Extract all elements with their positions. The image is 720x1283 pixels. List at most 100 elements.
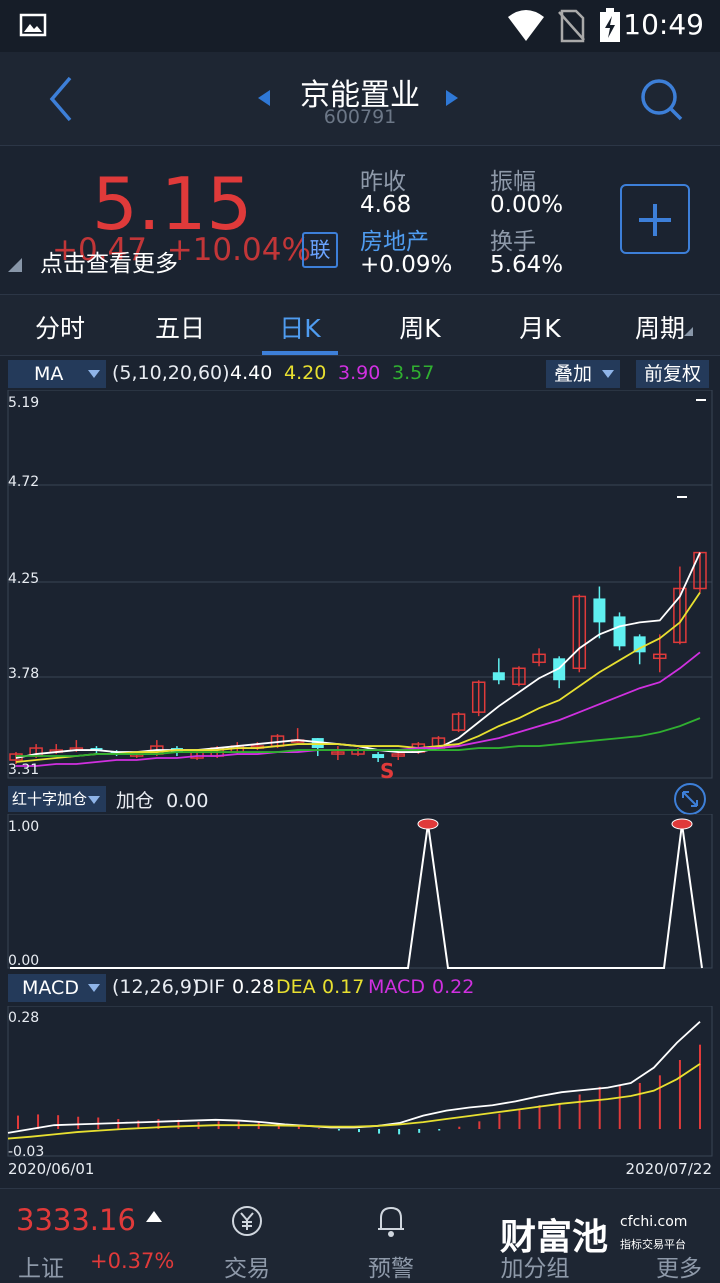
- sector-link[interactable]: 房地产: [360, 229, 429, 255]
- ma20-value: 3.90: [338, 362, 381, 384]
- candle-body: [391, 753, 405, 757]
- start-date: 2020/06/01: [8, 1160, 95, 1178]
- related-button[interactable]: 联: [302, 232, 338, 268]
- macd-y-bottom: -0.03: [8, 1144, 44, 1158]
- expand-icon[interactable]: [674, 783, 706, 815]
- bell-icon: [378, 1206, 404, 1237]
- kline-chart[interactable]: 5.19 4.72 4.25 3.78 3.31 S: [0, 390, 720, 780]
- tab-intraday[interactable]: 分时: [34, 314, 85, 343]
- sub-indicator-select[interactable]: 红十字加仓: [8, 786, 106, 812]
- add-position-marker: [671, 818, 693, 830]
- ma-select-label: MA: [34, 363, 64, 385]
- y-tick-3: 4.25: [8, 571, 39, 587]
- macd-value: 0.22: [432, 976, 475, 998]
- index-name: 上证: [18, 1256, 64, 1282]
- last-price: 5.15: [92, 162, 253, 246]
- candle-body: [673, 587, 687, 644]
- watermark-logo: 财富池: [500, 1217, 609, 1258]
- y-tick-4: 3.78: [8, 666, 39, 682]
- macd-y-top: 0.28: [8, 1010, 39, 1026]
- prev-close-value: 4.68: [360, 192, 412, 218]
- candle-body: [110, 752, 123, 755]
- watermark-site: cfchi.com: [620, 1214, 688, 1230]
- candle-body: [633, 636, 646, 653]
- macd-chart[interactable]: 0.28 -0.03: [0, 1006, 720, 1158]
- status-bar: 10:49: [0, 0, 720, 52]
- index-pct: +0.37%: [90, 1249, 175, 1273]
- nav-more-label: 更多: [656, 1256, 702, 1282]
- tab-weekly-k[interactable]: 周K: [399, 314, 441, 343]
- no-sim-icon: [558, 9, 585, 43]
- active-tab-indicator: [262, 351, 338, 355]
- sub-select-label: 红十字加仓: [12, 790, 88, 808]
- macd-label: MACD: [368, 976, 425, 998]
- candle-body: [471, 681, 486, 713]
- see-more-tip[interactable]: 点击查看更多: [40, 251, 178, 277]
- nav-trade-label: 交易: [224, 1256, 270, 1282]
- sell-signal: S: [380, 759, 394, 780]
- dif-value: 0.28: [232, 976, 275, 998]
- y-tick-bottom: 3.31: [8, 762, 39, 778]
- tab-five-day[interactable]: 五日: [154, 314, 205, 343]
- ma10-line: [15, 591, 701, 763]
- period-tabs: 分时 五日 日K 周K 月K 周期: [0, 294, 720, 356]
- stock-name: 京能置业: [300, 78, 420, 113]
- chevron-down-icon: [88, 796, 100, 804]
- ma-params: (5,10,20,60): [112, 362, 230, 384]
- wifi-icon: [508, 10, 544, 41]
- up-arrow-icon: [146, 1211, 162, 1222]
- overlay-select[interactable]: 叠加: [546, 360, 621, 388]
- candle-body: [693, 551, 707, 590]
- sector-change: +0.09%: [360, 252, 453, 278]
- sub-label: 加仓: [116, 790, 155, 812]
- tab-monthly-k[interactable]: 月K: [519, 314, 561, 343]
- candle-body: [331, 751, 345, 755]
- battery-charging-icon: [600, 8, 620, 42]
- candle-body: [512, 667, 526, 685]
- candle-body: [372, 754, 385, 759]
- add-position-line: [10, 823, 703, 969]
- bottom-bar: 3333.16 上证 +0.37% 交易 预警 加分组 更多: [0, 1188, 720, 1282]
- amplitude-value: 0.00%: [490, 192, 564, 218]
- prev-stock-icon[interactable]: [258, 90, 270, 106]
- search-icon[interactable]: [638, 76, 684, 122]
- add-position-marker: [417, 818, 439, 830]
- y-tick-top: 5.19: [8, 395, 39, 411]
- turnover-value: 5.64%: [490, 252, 564, 278]
- image-icon: [19, 13, 47, 37]
- tab-period[interactable]: 周期: [634, 314, 685, 343]
- clock: 10:49: [623, 8, 704, 41]
- dea-label: DEA: [276, 976, 316, 998]
- macd-params: (12,26,9): [112, 976, 200, 998]
- chevron-down-icon: [88, 370, 100, 378]
- y-tick-2: 4.72: [8, 474, 39, 490]
- change-pct: +10.04%: [166, 232, 311, 268]
- ma5-line: [15, 552, 701, 759]
- candle-body: [451, 713, 466, 731]
- quote-panel[interactable]: 5.15 +0.47 +10.04% 点击查看更多 联 昨收 4.68 房地产 …: [0, 146, 720, 294]
- stock-header: 京能置业 600791: [0, 52, 720, 146]
- yuan-exchange-icon: [232, 1206, 262, 1236]
- turnover-label: 换手: [490, 229, 536, 255]
- candle-body: [653, 653, 667, 660]
- sub-y-bottom: 0.00: [8, 953, 39, 969]
- adjust-button[interactable]: 前复权: [636, 360, 710, 388]
- add-watchlist-button[interactable]: [620, 184, 690, 254]
- dif-line: [7, 1021, 701, 1134]
- nav-alert-label: 预警: [368, 1256, 414, 1282]
- next-stock-icon[interactable]: [446, 90, 458, 106]
- macd-indicator-select[interactable]: MACD: [8, 974, 106, 1002]
- back-arrow-icon[interactable]: [44, 74, 78, 124]
- high-marker: [677, 496, 687, 498]
- end-date: 2020/07/22: [625, 1160, 712, 1178]
- prev-close-label: 昨收: [360, 169, 406, 195]
- sub-indicator-value: 加仓 0.00: [116, 786, 208, 812]
- change-value: +0.47: [52, 232, 147, 268]
- tab-daily-k[interactable]: 日K: [279, 314, 321, 343]
- corner-tip-icon: [8, 258, 22, 272]
- ma-indicator-select[interactable]: MA: [8, 360, 106, 388]
- dea-value: 0.17: [322, 976, 365, 998]
- index-value[interactable]: 3333.16: [16, 1203, 136, 1237]
- add-position-chart[interactable]: 1.00 0.00: [0, 814, 720, 970]
- overlay-label: 叠加: [554, 363, 593, 385]
